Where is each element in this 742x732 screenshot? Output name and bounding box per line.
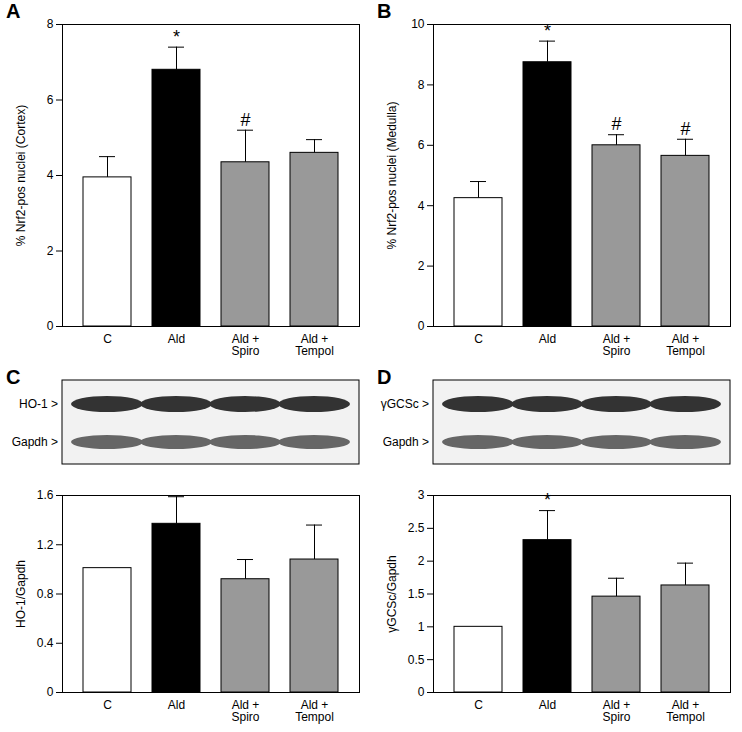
svg-text:1: 1 [418, 620, 425, 634]
svg-text:% Nrf2-pos nuclei (Cortex): % Nrf2-pos nuclei (Cortex) [14, 105, 28, 246]
svg-text:*: * [544, 21, 551, 41]
svg-text:1.2: 1.2 [37, 538, 54, 552]
html-text:D: D [377, 366, 392, 388]
svg-text:Ald +Tempol: Ald +Tempol [295, 698, 334, 724]
svg-text:0: 0 [47, 319, 54, 333]
svg-text:*: * [173, 27, 180, 47]
html-text:C: C [6, 366, 21, 388]
svg-text:Ald +Spiro: Ald +Spiro [602, 332, 630, 358]
svg-text:Gapdh >: Gapdh > [12, 435, 58, 449]
svg-text:0: 0 [47, 685, 54, 699]
svg-text:Gapdh >: Gapdh > [383, 435, 429, 449]
svg-text:Ald: Ald [539, 332, 556, 346]
svg-text:4: 4 [418, 199, 425, 213]
svg-text:8: 8 [418, 78, 425, 92]
html-text:B: B [377, 0, 392, 22]
svg-text:2: 2 [418, 259, 425, 273]
svg-text:1.5: 1.5 [408, 587, 425, 601]
svg-text:C: C [103, 332, 112, 346]
svg-text:Ald +Tempol: Ald +Tempol [666, 332, 705, 358]
svg-text:Ald: Ald [168, 332, 185, 346]
svg-text:0: 0 [418, 685, 425, 699]
svg-text:C: C [103, 698, 112, 712]
svg-text:Ald +Spiro: Ald +Spiro [231, 332, 259, 358]
svg-text:γGCSc/Gapdh: γGCSc/Gapdh [385, 555, 399, 632]
svg-text:#: # [680, 119, 690, 139]
svg-text:0: 0 [418, 319, 425, 333]
svg-text:#: # [240, 110, 250, 130]
svg-text:Ald +Spiro: Ald +Spiro [231, 698, 259, 724]
svg-text:2: 2 [47, 244, 54, 258]
html-text:A: A [6, 0, 21, 22]
svg-text:6: 6 [418, 138, 425, 152]
svg-text:3: 3 [418, 488, 425, 502]
svg-text:1.6: 1.6 [37, 488, 54, 502]
svg-text:2.5: 2.5 [408, 521, 425, 535]
svg-text:0.8: 0.8 [37, 587, 54, 601]
svg-text:γGCSc >: γGCSc > [381, 397, 429, 411]
svg-text:Ald +Tempol: Ald +Tempol [295, 332, 334, 358]
svg-text:% Nrf2-pos nuclei (Medulla): % Nrf2-pos nuclei (Medulla) [385, 101, 399, 249]
svg-text:Ald +Tempol: Ald +Tempol [666, 698, 705, 724]
svg-text:HO-1/Gapdh: HO-1/Gapdh [14, 560, 28, 628]
svg-text:#: # [611, 114, 621, 134]
svg-text:0.4: 0.4 [37, 636, 54, 650]
svg-text:8: 8 [47, 17, 54, 31]
svg-text:0.5: 0.5 [408, 653, 425, 667]
svg-text:10: 10 [411, 17, 425, 31]
svg-text:HO-1 >: HO-1 > [19, 397, 58, 411]
svg-text:Ald: Ald [168, 698, 185, 712]
svg-text:4: 4 [47, 168, 54, 182]
svg-text:Ald: Ald [539, 698, 556, 712]
svg-text:C: C [474, 332, 483, 346]
svg-text:*: * [544, 490, 551, 510]
svg-text:C: C [474, 698, 483, 712]
svg-text:6: 6 [47, 93, 54, 107]
svg-text:2: 2 [418, 554, 425, 568]
svg-text:Ald +Spiro: Ald +Spiro [602, 698, 630, 724]
